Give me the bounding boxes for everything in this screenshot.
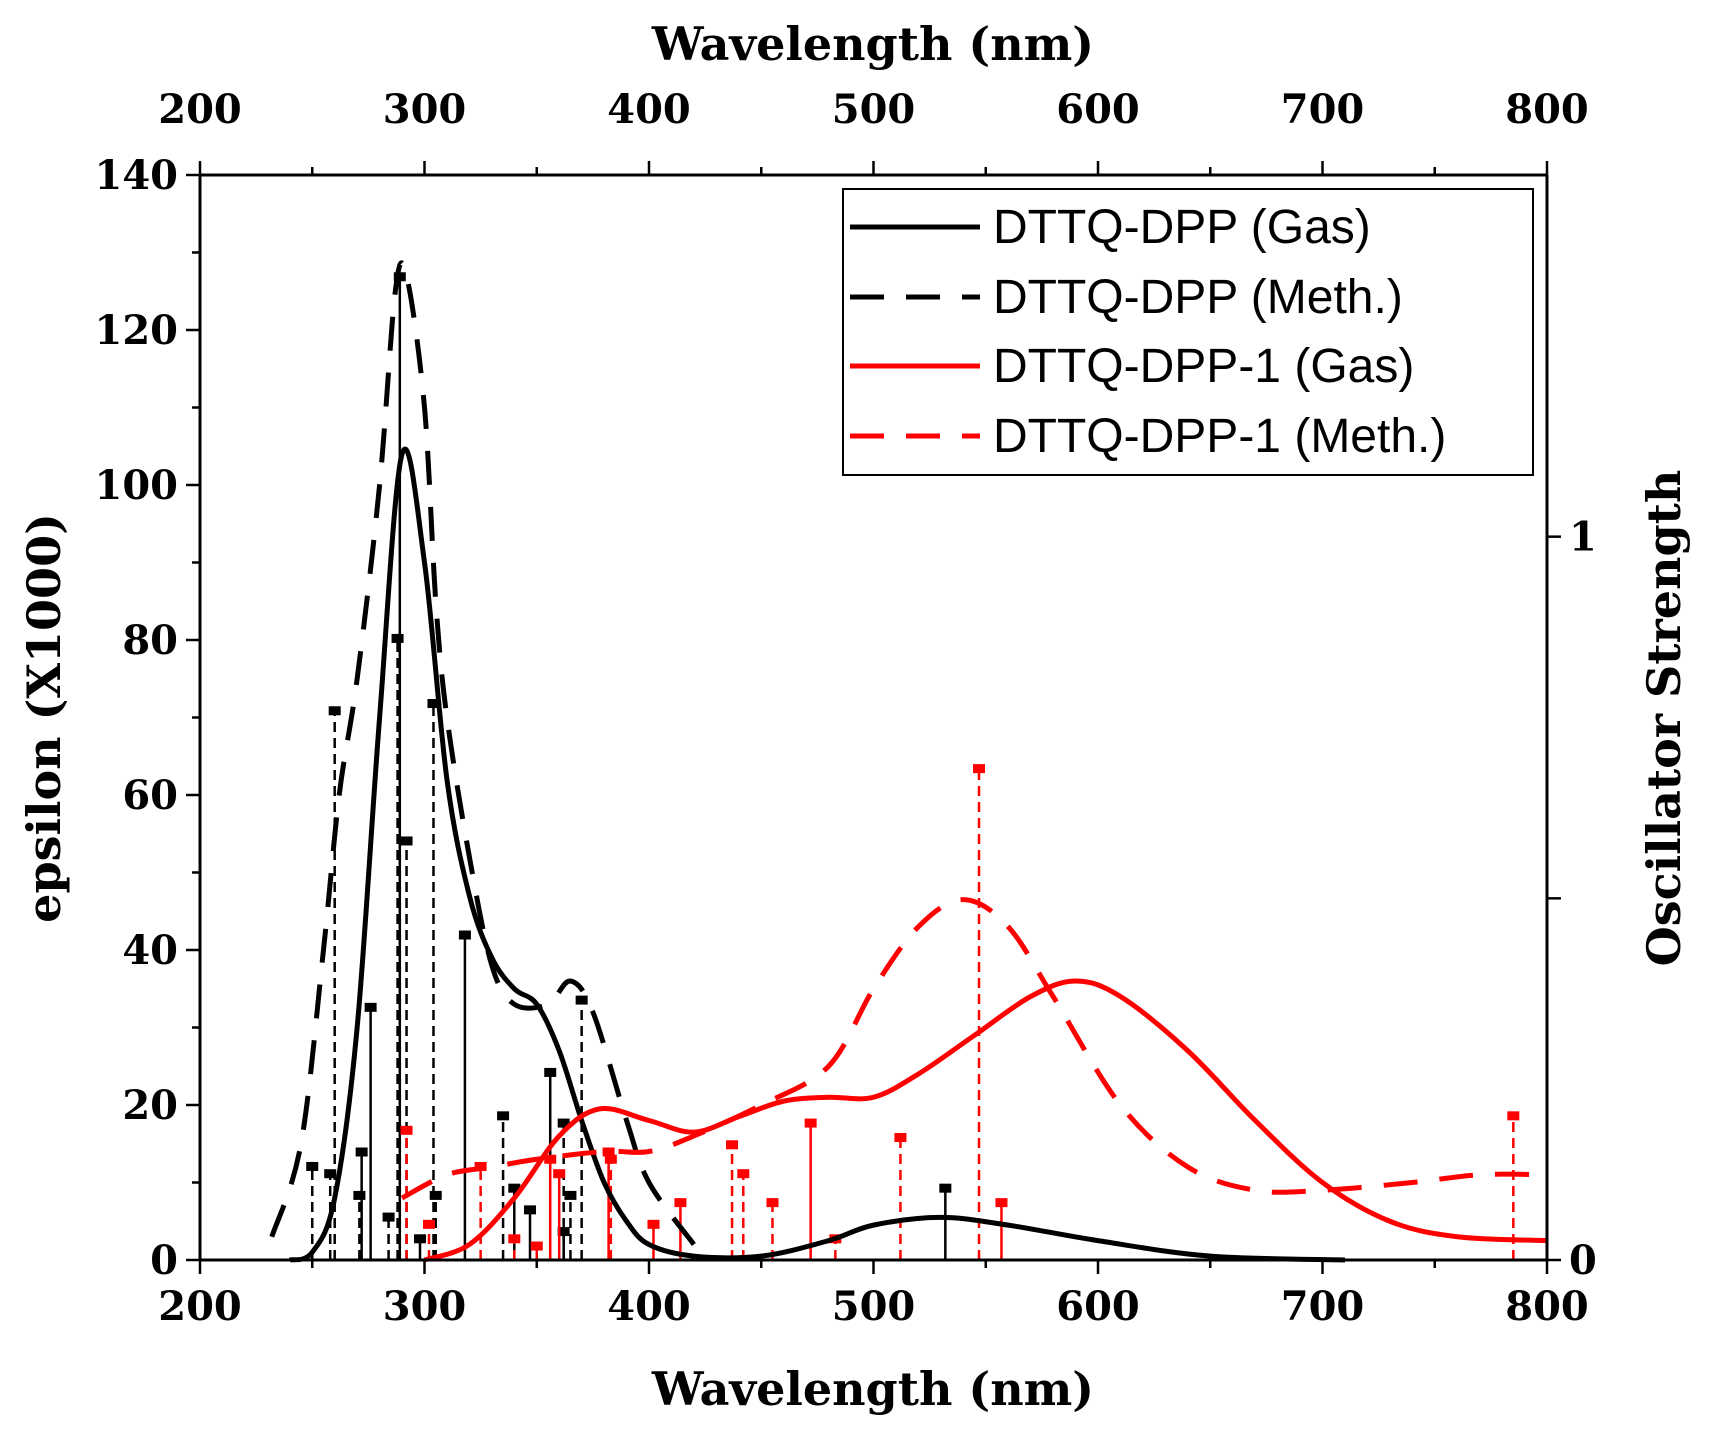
legend: DTTQ-DPP (Gas) DTTQ-DPP (Meth.) DTTQ-DPP-1… xyxy=(842,188,1534,476)
axes: 2002003003004004005005006006007007008008… xyxy=(95,86,1597,1330)
top-x-tick-label: 200 xyxy=(158,86,242,133)
y-tick-label: 140 xyxy=(95,152,179,199)
stick-marker-dttq-dpp-meth xyxy=(429,1190,442,1200)
y-axis-title: epsilon (X1000) xyxy=(17,513,71,923)
spectra-curves xyxy=(269,260,1548,1263)
x-tick-label: 600 xyxy=(1056,1283,1140,1330)
stick-marker-dttq-dpp-gas xyxy=(355,1147,368,1157)
top-x-tick-label: 500 xyxy=(832,86,916,133)
stick-marker-dttq-dpp-1-meth xyxy=(604,1154,617,1164)
curve-dttq-dpp-meth xyxy=(269,260,696,1246)
top-x-tick-label: 800 xyxy=(1505,86,1589,133)
x-tick-label: 400 xyxy=(607,1283,691,1330)
y2-tick-label: 1 xyxy=(1569,514,1597,561)
legend-label-dttq-dpp-gas: DTTQ-DPP (Gas) xyxy=(993,201,1371,254)
stick-marker-dttq-dpp-gas xyxy=(458,930,471,940)
y-tick-label: 60 xyxy=(122,772,178,819)
stick-marker-dttq-dpp-meth xyxy=(400,836,413,846)
stick-marker-dttq-dpp-1-gas xyxy=(647,1219,660,1229)
stick-marker-dttq-dpp-gas xyxy=(414,1234,427,1244)
x-tick-label: 700 xyxy=(1281,1283,1365,1330)
stick-marker-dttq-dpp-gas xyxy=(939,1183,952,1193)
curve-dttq-dpp-gas xyxy=(288,446,1346,1263)
y-tick-label: 120 xyxy=(95,307,179,354)
stick-marker-dttq-dpp-1-meth xyxy=(894,1133,907,1143)
stick-marker-dttq-dpp-1-gas xyxy=(674,1198,687,1208)
top-x-axis-title: Wavelength (nm) xyxy=(651,17,1094,71)
stick-marker-dttq-dpp-gas xyxy=(508,1183,521,1193)
y-tick-label: 100 xyxy=(95,462,179,509)
legend-label-dttq-dpp-1-gas: DTTQ-DPP-1 (Gas) xyxy=(993,340,1414,393)
top-x-tick-label: 300 xyxy=(383,86,467,133)
curve-dttq-dpp-1-gas xyxy=(423,978,1548,1263)
y-tick-label: 80 xyxy=(122,617,178,664)
stick-marker-dttq-dpp-1-meth xyxy=(422,1219,435,1229)
curve-dttq-dpp-1-meth xyxy=(400,897,1548,1201)
y2-tick-label: 0 xyxy=(1569,1237,1597,1284)
stick-marker-dttq-dpp-meth xyxy=(328,706,341,716)
stick-marker-dttq-dpp-gas xyxy=(557,1227,570,1237)
stick-marker-dttq-dpp-1-gas xyxy=(995,1198,1008,1208)
x-tick-label: 200 xyxy=(158,1283,242,1330)
stick-marker-dttq-dpp-meth xyxy=(497,1111,510,1121)
stick-marker-dttq-dpp-1-gas xyxy=(804,1118,817,1128)
y2-axis-title: Oscillator Strength xyxy=(1637,470,1691,967)
stick-marker-dttq-dpp-gas xyxy=(524,1205,537,1215)
top-x-tick-label: 400 xyxy=(607,86,691,133)
stick-marker-dttq-dpp-1-meth xyxy=(400,1125,413,1135)
stick-marker-dttq-dpp-gas xyxy=(544,1067,557,1077)
stick-marker-dttq-dpp-meth xyxy=(575,995,588,1005)
x-tick-label: 300 xyxy=(383,1283,467,1330)
top-x-tick-label: 700 xyxy=(1281,86,1365,133)
stick-marker-dttq-dpp-meth xyxy=(306,1161,319,1171)
top-x-tick-label: 600 xyxy=(1056,86,1140,133)
stick-marker-dttq-dpp-meth xyxy=(557,1118,570,1128)
legend-label-dttq-dpp-meth: DTTQ-DPP (Meth.) xyxy=(993,271,1403,324)
y-tick-label: 40 xyxy=(122,927,178,974)
stick-marker-dttq-dpp-1-meth xyxy=(726,1140,739,1150)
stick-marker-dttq-dpp-1-meth xyxy=(766,1198,779,1208)
stick-marker-dttq-dpp-1-meth xyxy=(973,764,986,774)
stick-marker-dttq-dpp-gas xyxy=(364,1002,377,1012)
stick-marker-dttq-dpp-meth xyxy=(427,699,440,709)
stick-marker-dttq-dpp-1-gas xyxy=(553,1169,566,1179)
stick-marker-dttq-dpp-meth xyxy=(353,1190,366,1200)
stick-marker-dttq-dpp-1-meth xyxy=(1507,1111,1520,1121)
stick-marker-dttq-dpp-1-meth xyxy=(530,1241,543,1251)
x-tick-label: 500 xyxy=(832,1283,916,1330)
y-tick-label: 0 xyxy=(150,1237,178,1284)
stick-marker-dttq-dpp-1-gas xyxy=(544,1154,557,1164)
x-axis-title: Wavelength (nm) xyxy=(651,1362,1094,1416)
stick-marker-dttq-dpp-1-meth xyxy=(737,1169,750,1179)
stick-marker-dttq-dpp-meth xyxy=(382,1212,395,1222)
stick-marker-dttq-dpp-meth xyxy=(391,633,404,643)
legend-label-dttq-dpp-1-meth: DTTQ-DPP-1 (Meth.) xyxy=(993,410,1446,463)
legend-box xyxy=(842,188,1534,476)
stick-marker-dttq-dpp-1-gas xyxy=(602,1147,615,1157)
stick-marker-dttq-dpp-1-meth xyxy=(508,1234,521,1244)
x-tick-label: 800 xyxy=(1505,1283,1589,1330)
y-tick-label: 20 xyxy=(122,1082,178,1129)
stick-marker-dttq-dpp-meth xyxy=(324,1169,337,1179)
stick-marker-dttq-dpp-meth xyxy=(564,1190,577,1200)
